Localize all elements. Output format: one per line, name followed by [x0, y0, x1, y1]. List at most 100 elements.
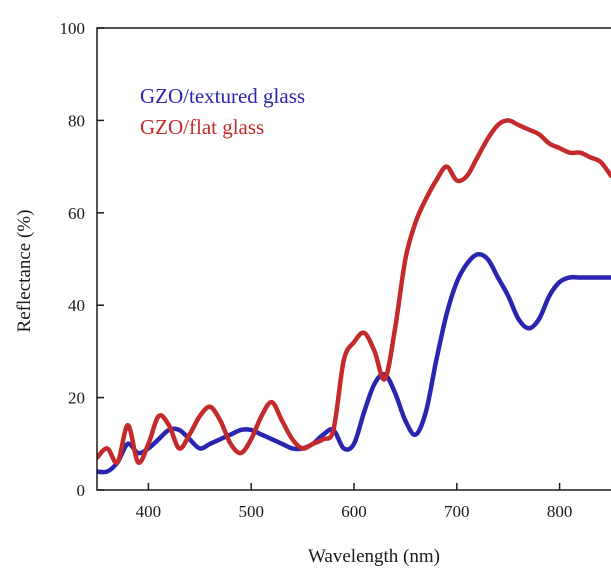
data-point [270, 400, 274, 404]
data-point [444, 165, 449, 169]
data-point [424, 197, 428, 201]
legend-entry: GZO/flat glass [140, 115, 264, 139]
data-point [208, 405, 212, 409]
data-point [455, 178, 459, 183]
data-point [516, 317, 521, 321]
chart-legend: GZO/textured glass GZO/flat glass [140, 84, 305, 139]
data-point [157, 437, 161, 441]
data-point [177, 446, 181, 450]
data-point [105, 469, 109, 474]
data-point [599, 275, 603, 280]
data-point [331, 428, 335, 432]
data-point [444, 312, 449, 316]
data-point [259, 433, 264, 437]
data-point [414, 433, 418, 437]
data-point [475, 155, 479, 159]
data-point [146, 442, 150, 446]
chart-marks [97, 118, 611, 475]
data-point [167, 423, 171, 427]
data-point [393, 326, 397, 330]
data-point [465, 262, 469, 266]
data-point [157, 414, 161, 418]
chart-axes: 400 500 600 700 800 0 20 40 60 80 100 [60, 19, 573, 521]
data-point [290, 446, 294, 450]
data-point [547, 294, 551, 298]
data-point [403, 419, 407, 423]
data-point [239, 451, 243, 455]
data-point [568, 151, 572, 155]
x-tick-label: 800 [547, 502, 573, 521]
data-point [527, 326, 531, 330]
data-point [249, 437, 253, 441]
data-point [362, 409, 366, 414]
data-point [434, 178, 438, 183]
data-point [393, 391, 397, 395]
data-point [558, 146, 562, 150]
y-tick-label: 0 [77, 481, 86, 500]
data-point [259, 414, 264, 418]
data-point [496, 275, 500, 280]
data-point [496, 123, 500, 127]
data-point [229, 442, 233, 446]
data-point [434, 359, 438, 363]
data-point [280, 419, 284, 423]
data-point [352, 442, 356, 446]
data-point [270, 437, 274, 441]
data-point [301, 446, 305, 450]
data-point [249, 428, 253, 432]
data-point [198, 414, 202, 418]
data-point [455, 280, 459, 284]
x-tick-label: 600 [341, 502, 367, 521]
data-point [383, 377, 387, 381]
data-point [342, 359, 346, 363]
y-tick-label: 60 [68, 204, 85, 223]
data-point [424, 409, 428, 414]
data-point [321, 437, 325, 441]
data-point [105, 446, 109, 450]
x-axis-title: Wavelength (nm) [308, 546, 440, 567]
data-point [506, 118, 510, 122]
data-point [116, 460, 120, 464]
data-point [373, 349, 377, 353]
data-point [321, 433, 325, 437]
data-point [208, 442, 212, 446]
data-point [588, 155, 593, 159]
data-point [352, 340, 356, 344]
data-point [229, 433, 233, 437]
series-line-flat-glass [97, 118, 611, 466]
data-point [578, 275, 582, 280]
data-point [136, 460, 140, 464]
data-point [126, 442, 130, 446]
data-point [342, 446, 346, 450]
data-point [239, 428, 243, 432]
data-point [578, 151, 582, 155]
data-point [537, 317, 541, 321]
y-tick-label: 40 [68, 296, 85, 315]
data-point [198, 446, 202, 450]
data-point [280, 442, 284, 446]
data-point [527, 128, 531, 132]
data-point [311, 442, 315, 446]
data-point [465, 174, 469, 178]
x-tick-label: 700 [444, 502, 470, 521]
x-tick-label: 500 [238, 502, 264, 521]
data-point [373, 382, 377, 386]
y-tick-label: 100 [60, 19, 86, 38]
data-point [506, 294, 510, 298]
data-point [362, 331, 366, 335]
legend-entry: GZO/textured glass [140, 84, 305, 108]
data-point [588, 275, 593, 280]
y-tick-label: 80 [68, 111, 85, 130]
x-tick-label: 400 [136, 502, 162, 521]
y-tick-label: 20 [68, 389, 85, 408]
data-point [218, 437, 222, 441]
data-point [414, 220, 418, 224]
data-point [126, 423, 130, 427]
data-point [537, 132, 541, 136]
data-point [290, 437, 294, 441]
data-point [218, 419, 222, 423]
data-point [187, 433, 192, 437]
plot-frame [96, 27, 611, 491]
data-point [599, 160, 603, 164]
